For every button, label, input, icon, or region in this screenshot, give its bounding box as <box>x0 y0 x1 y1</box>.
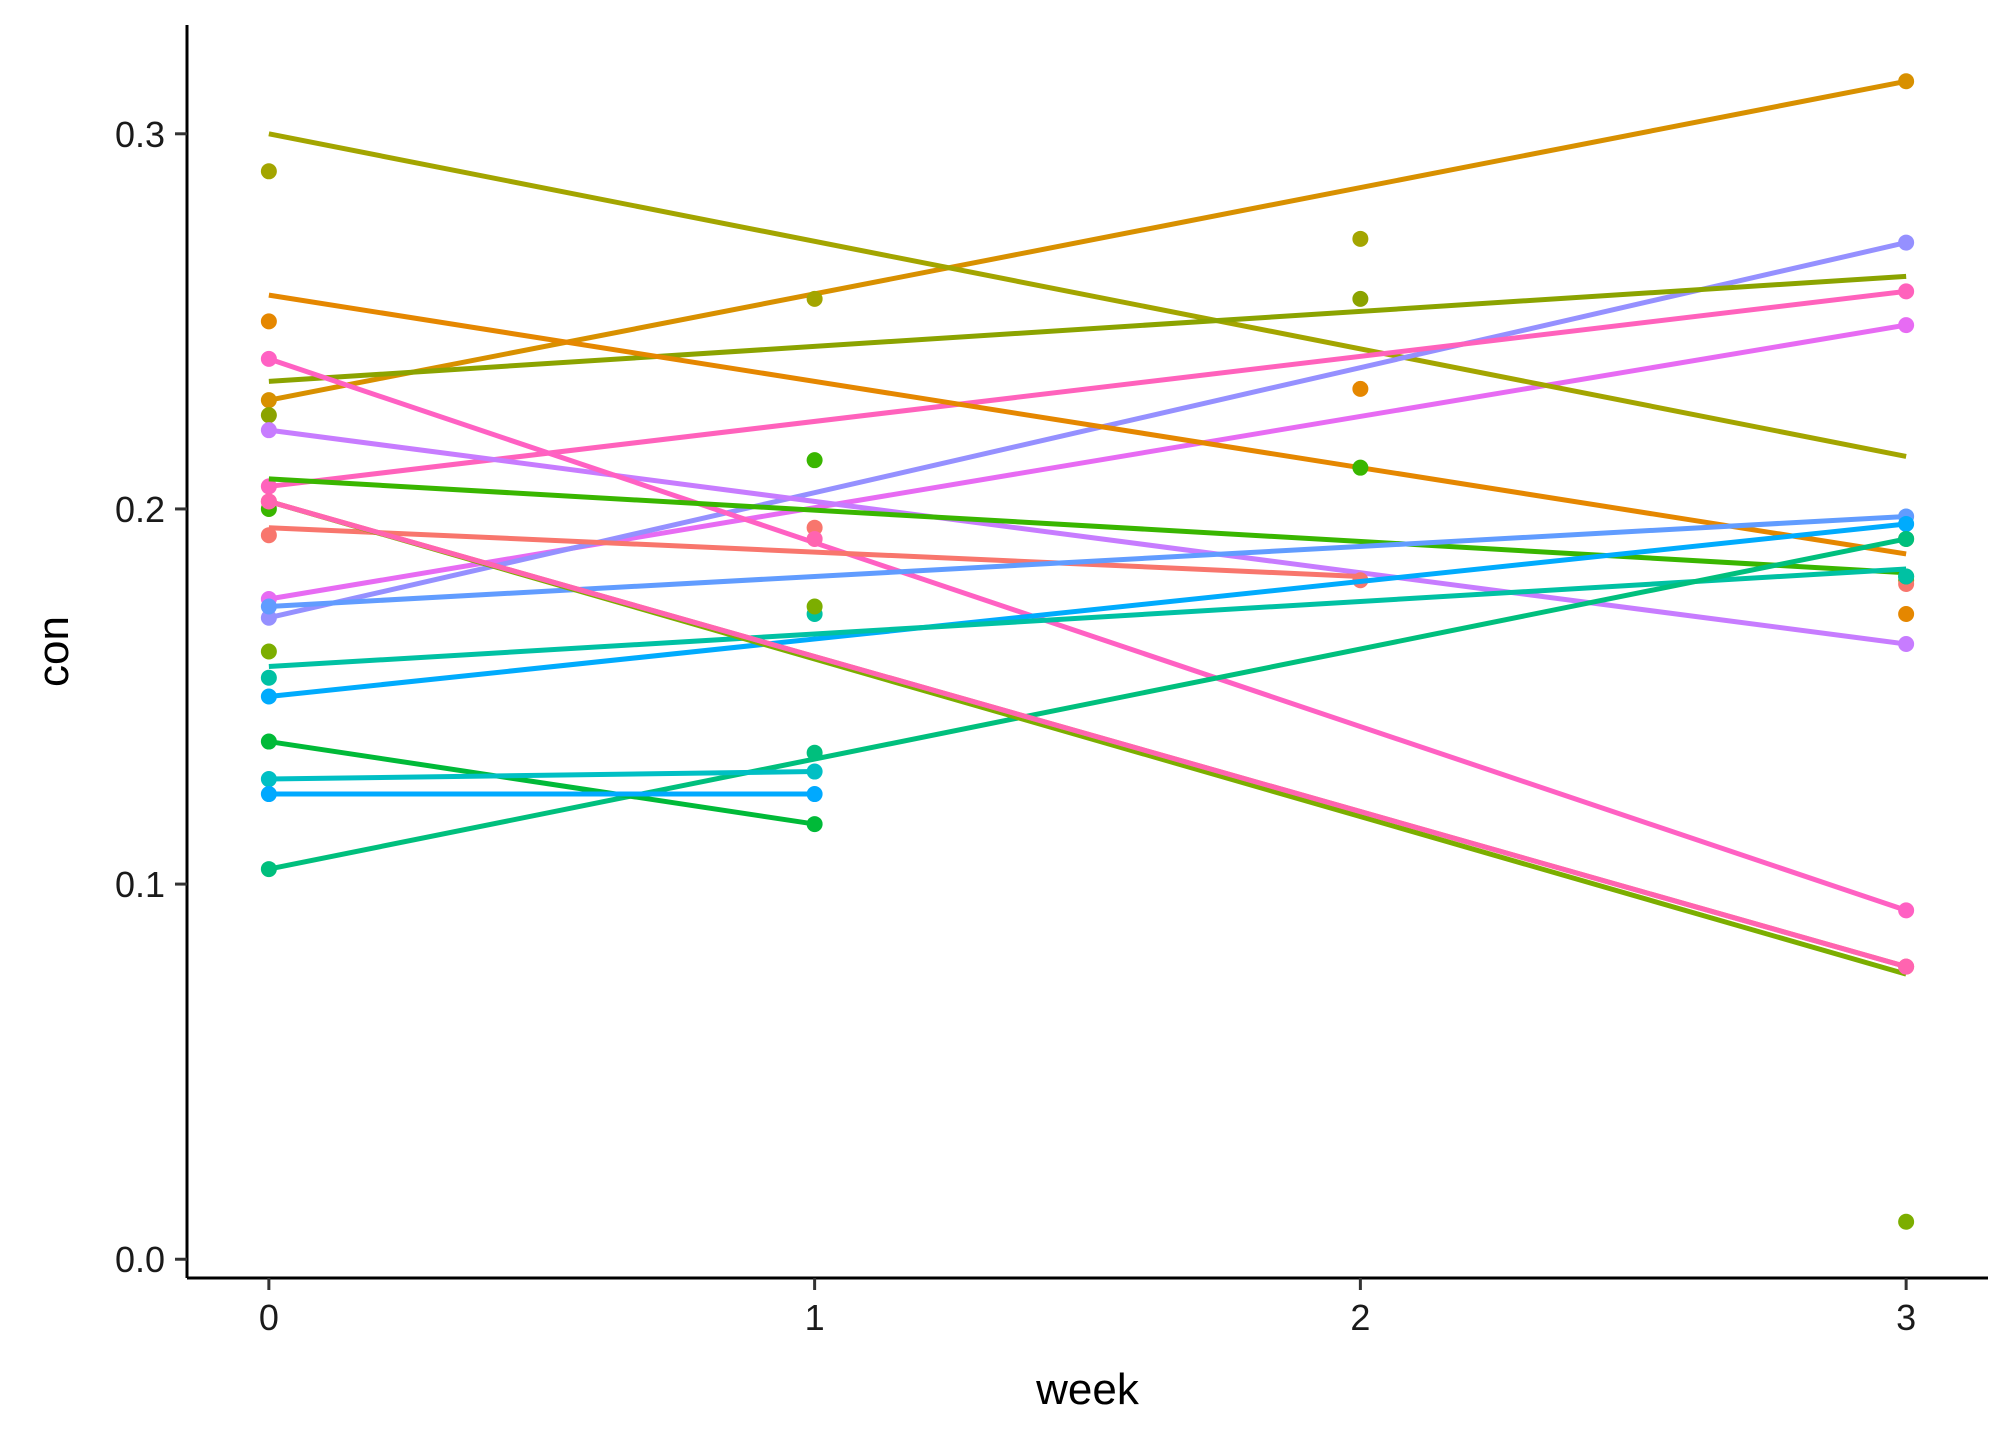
series-fit-line <box>268 131 1907 459</box>
series-4 <box>260 234 1915 626</box>
series-fit-line <box>268 288 1907 489</box>
data-point <box>260 643 277 660</box>
data-point <box>1898 234 1915 251</box>
data-point <box>806 530 823 547</box>
data-point <box>260 688 277 705</box>
data-point <box>1898 635 1915 652</box>
data-point <box>1898 902 1915 919</box>
data-point <box>1898 283 1915 300</box>
y-tick-label: 0.3 <box>115 114 165 155</box>
series-14 <box>260 566 1915 686</box>
data-point <box>1898 73 1915 90</box>
data-point <box>1898 530 1915 547</box>
series-16 <box>260 733 823 833</box>
series-fit-line <box>268 536 1907 872</box>
series-9 <box>260 350 1915 919</box>
data-point <box>806 786 823 803</box>
y-tick-label: 0.2 <box>115 489 165 530</box>
series-fit-line <box>268 566 1907 670</box>
data-point <box>1898 317 1915 334</box>
series-fit-line <box>268 476 1907 576</box>
series-fit-line <box>268 769 815 782</box>
series-fit-line <box>268 78 1907 403</box>
series-13 <box>260 515 1915 705</box>
data-point <box>260 669 277 686</box>
series-8 <box>260 422 1915 652</box>
data-point <box>1352 290 1369 307</box>
series-fit-line <box>268 427 1907 647</box>
data-point <box>806 763 823 780</box>
data-point <box>260 422 277 439</box>
y-axis-title: con <box>29 616 78 687</box>
data-point <box>1898 568 1915 585</box>
series-fit-line <box>268 499 1907 970</box>
data-point <box>260 478 277 495</box>
series-fit-line <box>268 513 1907 609</box>
series-fit-line <box>268 521 1907 700</box>
series-3 <box>260 131 1915 547</box>
data-point <box>1352 230 1369 247</box>
data-point <box>260 609 277 626</box>
data-point <box>1352 380 1369 397</box>
data-point <box>260 313 277 330</box>
data-point <box>806 816 823 833</box>
plot-area <box>260 73 1915 1230</box>
y-axis-ticks: 0.0 0.1 0.2 0.3 <box>115 114 187 1280</box>
x-tick-label: 2 <box>1350 1297 1370 1338</box>
data-point <box>1898 1213 1915 1230</box>
data-point <box>260 861 277 878</box>
series-fit-line <box>268 739 815 827</box>
x-tick-label: 0 <box>259 1297 279 1338</box>
data-point <box>260 733 277 750</box>
data-point <box>1898 515 1915 532</box>
x-tick-label: 1 <box>805 1297 825 1338</box>
x-axis-title: week <box>1035 1365 1140 1414</box>
data-point <box>260 350 277 367</box>
data-point <box>260 163 277 180</box>
data-point <box>260 771 277 788</box>
series-18 <box>260 786 823 803</box>
series-2 <box>260 73 1915 409</box>
data-point <box>260 392 277 409</box>
data-point <box>806 452 823 469</box>
series-21 <box>260 493 1915 975</box>
y-tick-label: 0.1 <box>115 864 165 905</box>
x-tick-label: 3 <box>1896 1297 1916 1338</box>
data-point <box>806 598 823 615</box>
series-fit-line <box>268 525 1361 579</box>
x-axis-ticks: 0 1 2 3 <box>259 1278 1916 1338</box>
data-point <box>260 407 277 424</box>
data-point <box>1898 958 1915 975</box>
series-fit-line <box>268 240 1907 621</box>
y-tick-label: 0.0 <box>115 1239 165 1280</box>
series-5 <box>260 283 1915 495</box>
data-point <box>806 519 823 536</box>
data-point <box>1352 459 1369 476</box>
data-point <box>260 527 277 544</box>
data-point <box>260 786 277 803</box>
series-15 <box>260 530 1915 878</box>
data-point <box>806 290 823 307</box>
data-point <box>260 598 277 615</box>
data-point <box>806 744 823 761</box>
series-fit-line <box>268 273 1907 384</box>
series-17 <box>260 763 823 788</box>
series-fit-line <box>268 292 1907 557</box>
series-fit-line <box>268 356 1907 913</box>
data-point <box>1898 605 1915 622</box>
series-7 <box>260 292 1915 622</box>
data-point <box>260 493 277 510</box>
